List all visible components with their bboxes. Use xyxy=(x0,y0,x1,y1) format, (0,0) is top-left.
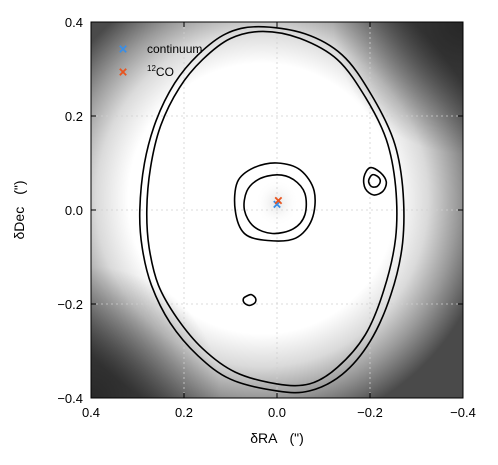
y-tick-label: 0.2 xyxy=(65,109,83,124)
blob-contour-right-inner xyxy=(367,173,382,188)
y-tick-label: −0.2 xyxy=(57,297,83,312)
x-tick-label: 0.0 xyxy=(268,405,286,420)
legend-label-12co: 12CO xyxy=(147,64,174,79)
outer-contour xyxy=(138,25,405,394)
inner-ring-contour xyxy=(145,30,398,387)
legend-marker-12co-icon xyxy=(119,68,127,76)
blob-contour-right xyxy=(362,166,388,196)
y-tick-label: 0.4 xyxy=(65,15,83,30)
blob-contour-bottom xyxy=(242,293,257,307)
legend-label-12co-superscript: 12 xyxy=(147,64,156,73)
x-tick-label: 0.2 xyxy=(175,405,193,420)
y-axis-label: δDec (") xyxy=(11,181,27,240)
legend-x-0 xyxy=(119,45,127,53)
legend-entry-continuum: continuum xyxy=(119,42,202,56)
legend-label-continuum: continuum xyxy=(147,42,202,56)
x-tick-label: −0.4 xyxy=(450,405,476,420)
legend: continuum 12CO xyxy=(119,42,202,79)
y-axis-label-text: δDec xyxy=(11,207,27,240)
x-axis-label-text: δRA xyxy=(250,430,278,446)
grid xyxy=(91,22,463,398)
y-axis-unit: (") xyxy=(11,181,27,195)
legend-label-12co-text: CO xyxy=(156,65,174,79)
axis-ticks: 0.4 0.2 0.0 −0.2 −0.40.40.20.0−0.2−0.4 xyxy=(57,15,476,420)
marker-layer xyxy=(273,196,283,209)
legend-entry-12co: 12CO xyxy=(119,64,174,79)
legend-x-1 xyxy=(119,68,127,76)
x-tick-label: −0.2 xyxy=(357,405,383,420)
x-axis-label: δRA (") xyxy=(250,430,304,446)
x-tick-label: 0.4 xyxy=(82,405,100,420)
core-contour-inner xyxy=(243,173,308,235)
marker-12co xyxy=(274,196,283,205)
legend-marker-continuum-icon xyxy=(119,45,127,53)
contour-layer xyxy=(138,25,405,394)
core-contour-outer xyxy=(233,162,316,242)
y-tick-label: 0.0 xyxy=(65,203,83,218)
plot-area: continuum 12CO xyxy=(91,22,463,398)
x-axis-unit: (") xyxy=(289,430,303,446)
y-tick-label: −0.4 xyxy=(57,391,83,406)
